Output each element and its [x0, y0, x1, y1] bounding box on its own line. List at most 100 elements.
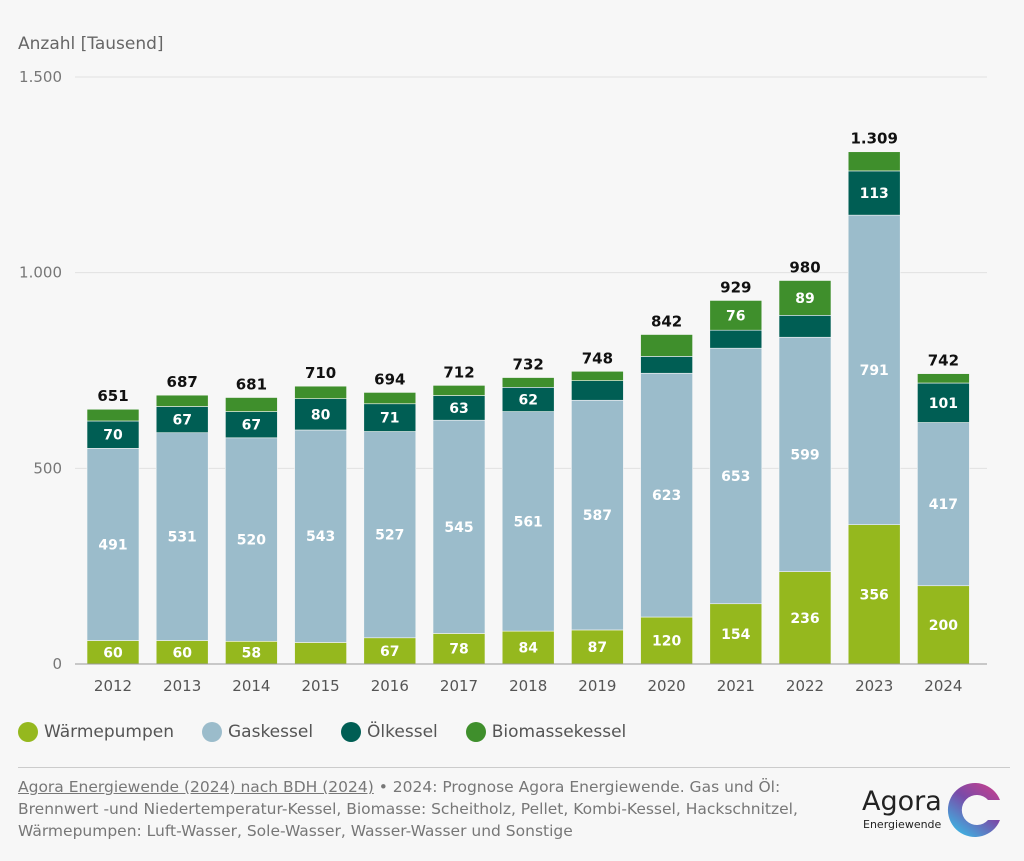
bar-segment — [363, 431, 417, 639]
bar-segment — [917, 422, 970, 587]
segment-label: 60 — [103, 645, 123, 661]
bar-segment — [709, 347, 763, 605]
bar-segment — [640, 334, 693, 357]
y-tick-label: 0 — [52, 655, 62, 673]
legend-item: Gaskessel — [202, 722, 313, 742]
y-tick-label: 500 — [33, 459, 62, 477]
segment-label: 531 — [168, 530, 197, 546]
bar-segment — [225, 437, 278, 642]
bar-segment — [571, 370, 624, 381]
segment-label: 417 — [929, 497, 958, 513]
total-label: 687 — [167, 373, 198, 391]
x-tick-label: 2012 — [94, 677, 132, 695]
bar-segment — [432, 385, 486, 396]
legend-swatch — [18, 722, 38, 742]
divider — [18, 767, 1010, 768]
x-tick-label: 2018 — [509, 677, 547, 695]
segment-label: 89 — [795, 291, 814, 307]
bar-segment — [847, 151, 901, 172]
segment-label: 491 — [98, 537, 127, 553]
total-label: 842 — [651, 312, 682, 330]
x-tick-label: 2019 — [578, 677, 616, 695]
segment-label: 80 — [311, 407, 331, 423]
source-link[interactable]: Agora Energiewende (2024) nach BDH (2024… — [18, 778, 374, 796]
segment-label: 58 — [242, 646, 261, 662]
segment-label: 71 — [380, 411, 399, 427]
legend-swatch — [465, 722, 486, 742]
bar-segment — [294, 429, 347, 643]
x-tick-label: 2021 — [717, 677, 755, 695]
agora-logo: Agora Energiewende — [860, 778, 1010, 844]
bar-segment — [155, 432, 209, 641]
x-tick-label: 2022 — [786, 677, 824, 695]
bar-segment — [640, 372, 693, 618]
bar-segment — [571, 629, 624, 665]
total-label: 712 — [443, 363, 474, 381]
x-tick-label: 2014 — [232, 677, 270, 695]
bar-segment — [501, 387, 555, 412]
bar-segment — [501, 377, 555, 388]
total-label: 710 — [305, 364, 336, 382]
segment-label: 62 — [518, 392, 537, 408]
total-label: 748 — [582, 349, 613, 367]
x-tick-label: 2015 — [302, 677, 340, 695]
segment-label: 67 — [172, 413, 191, 429]
bar-segment — [847, 214, 901, 525]
segment-label: 120 — [652, 634, 681, 650]
bar-segment — [917, 373, 970, 384]
y-axis-label: Anzahl [Tausend] — [18, 34, 164, 54]
bar-segment — [225, 411, 278, 439]
bar-segment — [571, 399, 624, 631]
segment-label: 527 — [375, 528, 404, 544]
segment-label: 599 — [790, 447, 819, 463]
segment-label: 60 — [172, 645, 192, 661]
bar-segment — [501, 630, 555, 665]
segment-label: 70 — [103, 428, 123, 444]
bar-segment — [432, 419, 486, 634]
segment-label: 113 — [860, 186, 889, 202]
logo-mark-icon — [947, 783, 1000, 837]
bar-segment — [847, 524, 901, 665]
total-label: 732 — [513, 356, 544, 374]
x-tick-label: 2016 — [371, 677, 409, 695]
x-tick-label: 2017 — [440, 677, 478, 695]
legend-item: Biomassekessel — [465, 722, 627, 742]
stacked-bar-chart: 0 500 1.000 1.500 60 491 70 651 2012 60 531 67 687 20… — [19, 68, 987, 695]
bar-segment — [86, 420, 140, 449]
bar-segment — [294, 642, 347, 665]
source-note: Agora Energiewende (2024) nach BDH (2024… — [18, 776, 838, 842]
bar-segment — [501, 411, 555, 632]
x-tick-label: 2013 — [163, 677, 201, 695]
segment-label: 87 — [588, 640, 607, 656]
legend-swatch — [202, 722, 222, 742]
logo-word: Agora — [862, 786, 942, 817]
segment-label: 623 — [652, 488, 681, 504]
bar-segment — [294, 398, 347, 431]
source-text: • 2024: Prognose Agora Energiewende. Gas… — [18, 778, 798, 840]
bar-segment — [571, 380, 624, 401]
bar-segment — [155, 394, 209, 407]
segment-label: 78 — [449, 642, 468, 658]
total-label: 980 — [789, 258, 820, 276]
segment-label: 101 — [929, 396, 958, 412]
segment-label: 545 — [444, 520, 473, 536]
total-label: 681 — [236, 376, 267, 394]
legend-label: Wärmepumpen — [44, 722, 174, 742]
bar-segment — [86, 408, 140, 422]
legend-label: Biomassekessel — [491, 722, 627, 742]
segment-label: 561 — [514, 514, 543, 530]
total-label: 929 — [720, 278, 751, 296]
bar-segment — [432, 633, 486, 665]
total-label: 651 — [97, 387, 128, 405]
bar-segment — [917, 382, 970, 423]
total-label: 1.309 — [850, 130, 897, 148]
segment-label: 520 — [237, 533, 266, 549]
y-tick-label: 1.500 — [19, 68, 62, 86]
segment-label: 84 — [518, 641, 538, 657]
bar-segment — [709, 329, 763, 349]
segment-label: 587 — [583, 508, 612, 524]
bar-segment — [709, 603, 763, 665]
segment-label: 653 — [721, 469, 750, 485]
legend-swatch — [341, 722, 362, 742]
segment-label: 356 — [860, 587, 889, 603]
